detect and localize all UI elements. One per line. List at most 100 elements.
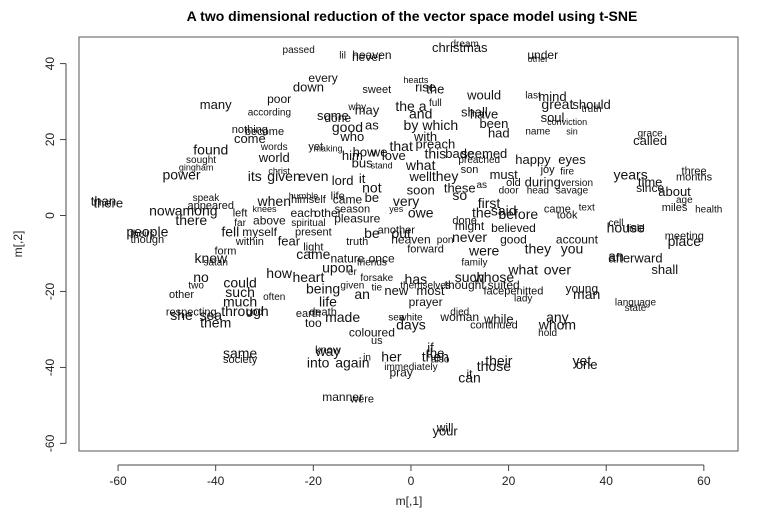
word-point: given (267, 168, 300, 184)
word-point: eyes (558, 152, 586, 167)
y-tick-label: -40 (43, 358, 57, 376)
word-point: suited (488, 278, 520, 292)
word-point: each (291, 206, 317, 220)
word-point: another (378, 225, 416, 237)
word-point: knees (252, 204, 277, 214)
plot-frame (78, 36, 739, 452)
x-tick-label: -20 (305, 474, 323, 488)
x-axis-title: m[,1] (396, 494, 423, 508)
word-point: great (541, 96, 573, 112)
word-point: coloured (349, 325, 395, 339)
word-point: head (527, 185, 549, 196)
word-point: forward (407, 244, 444, 256)
x-tick-label: 60 (697, 474, 711, 488)
word-point: can (458, 370, 481, 386)
word-point: truth (582, 104, 602, 115)
word-point: spiritual (291, 218, 325, 229)
word-point: came (333, 192, 363, 206)
word-point: they (525, 240, 551, 256)
word-point: there (175, 212, 207, 228)
word-point: what (507, 261, 538, 277)
word-point: son (461, 164, 479, 176)
word-point: heaven (391, 232, 430, 246)
word-point: came (544, 204, 571, 216)
word-point: theirs (130, 229, 154, 240)
word-point: took (557, 209, 578, 221)
word-point: light (303, 242, 323, 254)
word-point: lady (514, 294, 532, 305)
word-point: often (263, 292, 285, 303)
word-point: heart (292, 269, 324, 285)
word-point: fire (560, 166, 574, 177)
word-point: done (324, 111, 351, 125)
word-point: state (625, 303, 647, 314)
word-point: though (131, 234, 165, 246)
word-point: yet (308, 141, 323, 153)
word-point: young (565, 282, 598, 296)
word-point: words (260, 142, 288, 153)
word-point: which (421, 117, 458, 133)
word-point: those (477, 358, 511, 374)
word-point: speak (193, 193, 221, 204)
word-point: season (335, 204, 370, 216)
word-point: happy (515, 152, 551, 167)
word-point: come (234, 131, 266, 146)
word-point: very (393, 193, 419, 209)
word-point: soon (407, 182, 435, 197)
word-point: good (332, 119, 363, 135)
word-point: door (499, 185, 520, 196)
word-point: humble (289, 191, 319, 201)
word-point: making (313, 143, 342, 153)
word-point: manner (322, 390, 363, 404)
word-point: over (544, 261, 572, 277)
word-point: yet (572, 352, 591, 368)
word-point: pon (437, 235, 454, 246)
word-point: nothing (232, 124, 268, 136)
word-point: nature (330, 251, 364, 265)
word-point: according (248, 108, 291, 119)
word-point: most (416, 283, 445, 298)
word-point: good (500, 232, 527, 246)
word-point: left (233, 208, 248, 220)
word-point: er (348, 267, 358, 278)
word-point: you (561, 240, 584, 256)
word-point: satan (203, 258, 227, 269)
word-point: earth (296, 308, 321, 320)
y-tick-label: 40 (43, 57, 57, 71)
word-point: given (340, 280, 364, 291)
word-point: she (170, 307, 193, 323)
y-tick-label: -60 (43, 434, 57, 452)
word-point: so (452, 187, 467, 203)
word-point: tie (371, 282, 382, 293)
word-point: immediately (384, 362, 437, 373)
word-point: knew (194, 250, 228, 266)
word-point: down (293, 80, 324, 95)
word-point: truth (346, 236, 368, 248)
word-point: during (525, 175, 561, 190)
word-point: found (193, 142, 228, 158)
word-point: facepenitted (483, 285, 543, 297)
word-point: last (525, 91, 541, 102)
word-point: such (455, 269, 485, 285)
word-point: in (363, 353, 371, 364)
word-point: poor (267, 92, 291, 106)
word-point: your (432, 423, 458, 438)
word-point: again (335, 354, 369, 370)
word-point: made (325, 309, 360, 325)
x-tick-label: 20 (502, 474, 516, 488)
word-point: god (246, 307, 263, 318)
x-axis: -60 -40 -20 0 20 40 60 (109, 464, 711, 488)
word-point: time (638, 175, 663, 190)
word-point: other (528, 54, 549, 64)
word-point: days (396, 316, 426, 332)
word-point: whose (473, 269, 515, 285)
word-point: love (382, 148, 406, 163)
word-point: while (483, 311, 514, 326)
word-point: what (405, 157, 436, 173)
word-point: its (248, 168, 262, 184)
word-point: about (658, 184, 691, 199)
word-point: health (695, 204, 722, 215)
word-point: an (354, 286, 370, 302)
word-point: other (314, 206, 341, 220)
word-point: too (305, 316, 322, 330)
